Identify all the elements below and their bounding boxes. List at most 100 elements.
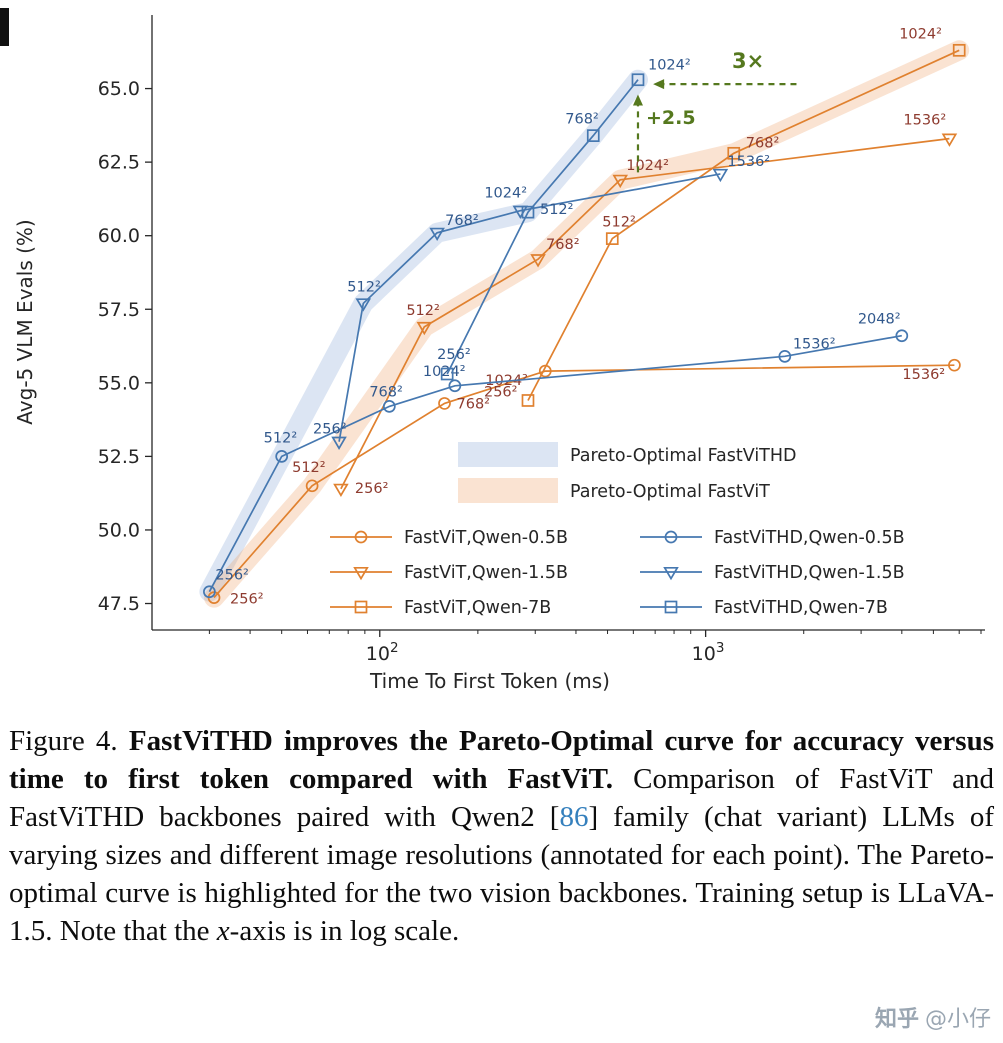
- point-resolution-label: 768²: [746, 135, 780, 151]
- series-line: [340, 137, 950, 490]
- x-tick-label: 103: [692, 640, 725, 665]
- point-resolution-label: 768²: [457, 396, 491, 412]
- watermark-user: @小仔: [924, 1007, 991, 1032]
- point-resolution-label: 1024²: [626, 158, 669, 174]
- point-resolution-label: 512²: [602, 215, 636, 231]
- point-resolution-label: 1024²: [423, 364, 466, 380]
- scan-artifact: [0, 8, 9, 46]
- legend-patch-label: Pareto-Optimal FastViT: [570, 482, 770, 502]
- point-resolution-label: 768²: [369, 384, 403, 400]
- legend-series-label: FastViT,Qwen-0.5B: [404, 528, 568, 548]
- x-axis-label: Time To First Token (ms): [369, 669, 610, 693]
- legend-series-label: FastViTHD,Qwen-7B: [714, 598, 888, 618]
- square-marker-icon: [586, 129, 600, 142]
- y-tick-label: 60.0: [98, 225, 140, 247]
- point-resolution-label: 768²: [565, 112, 599, 128]
- axes: 47.5 50.0 52.5 55.0 57.5 60.0 62.5 65.0 102 103 Ti…: [13, 15, 985, 693]
- point-resolution-label: 1536²: [903, 113, 946, 129]
- series-line: [527, 49, 960, 401]
- gain-annotation-label: +2.5: [646, 107, 696, 129]
- series-line: [338, 173, 721, 442]
- point-resolution-label: 512²: [347, 279, 381, 295]
- legend-series-label: FastViT,Qwen-7B: [404, 598, 551, 618]
- point-resolution-label: 512²: [540, 202, 574, 218]
- triangle-marker-icon: [612, 174, 629, 189]
- caption-run-normal: Comparison of FastViT and FastViTHD back…: [9, 763, 995, 833]
- square-marker-icon: [521, 205, 535, 219]
- circle-marker-icon: [203, 585, 216, 599]
- square-marker-icon: [354, 600, 368, 614]
- y-tick-label: 55.0: [98, 372, 140, 394]
- point-resolution-label: 1024²: [899, 26, 942, 42]
- circle-marker-icon: [275, 450, 289, 463]
- circle-marker-icon: [948, 358, 961, 372]
- point-resolution-label: 1024²: [484, 186, 527, 202]
- triangle-marker-icon: [416, 321, 433, 336]
- watermark: 知乎 @小仔: [875, 1001, 991, 1033]
- legend-patch-label: Pareto-Optimal FastViTHD: [570, 446, 797, 466]
- point-resolution-label: 1536²: [793, 336, 836, 352]
- y-tick-label: 62.5: [98, 152, 140, 174]
- point-resolution-label: 1536²: [902, 367, 945, 383]
- square-marker-icon: [605, 232, 619, 245]
- caption-run-italic: x: [216, 915, 230, 947]
- triangle-marker-icon: [712, 168, 729, 183]
- triangle-marker-icon: [333, 483, 349, 498]
- x-tick-label: 102: [366, 640, 399, 665]
- point-resolution-label: 512²: [292, 460, 326, 476]
- point-resolution-label: 256²: [313, 422, 347, 438]
- speedup-annotation-label: 3×: [732, 49, 764, 73]
- series-line: [446, 79, 639, 375]
- triangle-marker-icon: [663, 566, 679, 581]
- square-marker-icon: [440, 367, 454, 381]
- circle-marker-icon: [305, 479, 319, 493]
- caption-run-normal: ] family (chat variant) LLMs of varying …: [9, 801, 994, 947]
- series-fastvithd-qwen-1.5b: 256² 512² 768² 1024² 1536²: [313, 154, 770, 450]
- square-marker-icon: [521, 394, 535, 407]
- circle-marker-icon: [354, 530, 368, 544]
- point-resolution-label: 256²: [230, 592, 264, 608]
- point-resolution-label: 512²: [264, 430, 298, 446]
- square-marker-icon: [664, 600, 678, 614]
- y-tick-label: 52.5: [98, 446, 140, 468]
- square-marker-icon: [952, 43, 966, 57]
- series-fastvit-qwen-0.5b: 256² 512² 768² 1024² 1536²: [207, 358, 961, 608]
- y-tick-label: 47.5: [98, 593, 140, 615]
- circle-marker-icon: [895, 329, 909, 343]
- caption-run-normal: Figure 4.: [9, 725, 129, 757]
- y-tick-label: 50.0: [98, 519, 140, 541]
- legend-patch-fastvithd: [458, 442, 558, 467]
- y-axis-label: Avg-5 VLM Evals (%): [13, 219, 37, 424]
- point-resolution-label: 768²: [445, 213, 479, 229]
- square-marker-icon: [631, 73, 645, 87]
- series-line: [213, 364, 955, 599]
- gain-arrowhead-icon: [632, 94, 643, 106]
- annotations: +2.5 3×: [632, 49, 797, 173]
- point-resolution-label: 256²: [484, 384, 518, 400]
- triangle-marker-icon: [512, 205, 529, 219]
- caption-run-bold: FastViTHD improves the Pareto-Optimal cu…: [9, 725, 994, 795]
- point-resolution-label: 1024²: [648, 58, 691, 74]
- legend-series-label: FastViTHD,Qwen-1.5B: [714, 563, 905, 583]
- point-resolution-label: 2048²: [858, 312, 901, 328]
- series-fastvit-qwen-1.5b: 256² 512² 768² 1024² 1536²: [333, 113, 958, 498]
- caption-run-normal: -axis is in log scale.: [229, 915, 460, 947]
- triangle-marker-icon: [941, 133, 958, 147]
- point-resolution-label: 512²: [406, 303, 440, 319]
- legend: Pareto-Optimal FastViTHD Pareto-Optimal F…: [330, 442, 905, 618]
- y-tick-label: 65.0: [98, 78, 140, 100]
- legend-series-label: FastViTHD,Qwen-0.5B: [714, 528, 905, 548]
- figure-caption: Figure 4. FastViTHD improves the Pareto-…: [9, 722, 994, 950]
- y-tick-label: 57.5: [98, 299, 140, 321]
- legend-patch-fastvit: [458, 478, 558, 503]
- speedup-arrowhead-icon: [653, 79, 665, 90]
- square-marker-icon: [727, 146, 741, 160]
- legend-series-label: FastViT,Qwen-1.5B: [404, 563, 568, 583]
- point-resolution-label: 256²: [355, 481, 389, 497]
- circle-marker-icon: [438, 397, 451, 410]
- series-line: [208, 334, 902, 593]
- caption-run-cite: 86: [559, 801, 589, 833]
- point-resolution-label: 256²: [437, 347, 471, 363]
- series-fastvit-qwen-7b: 256² 512² 768² 1024²: [484, 26, 966, 407]
